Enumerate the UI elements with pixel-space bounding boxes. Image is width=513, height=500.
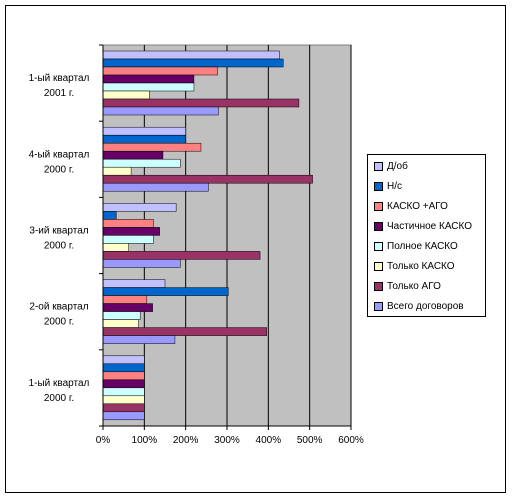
- bar: [102, 251, 261, 260]
- bar: [102, 319, 139, 328]
- legend-item: Только АГО: [374, 279, 441, 293]
- bar: [102, 58, 284, 68]
- bar: [102, 66, 218, 76]
- category-label: 1-ый квартал: [29, 378, 90, 389]
- legend-swatch: [374, 201, 383, 211]
- legend-label: Только АГО: [387, 280, 441, 292]
- bar: [102, 174, 313, 184]
- legend-swatch: [374, 281, 383, 291]
- legend-item: Только КАСКО: [374, 259, 455, 273]
- category-label: 1-ый квартал: [29, 73, 90, 84]
- legend-label: Частичное КАСКО: [387, 220, 473, 232]
- bar: [102, 411, 145, 421]
- x-tick-label: 600%: [338, 435, 364, 446]
- legend-label: Только КАСКО: [387, 260, 455, 272]
- bar: [102, 259, 181, 268]
- bar: [102, 379, 145, 389]
- legend: Д/об Н/с КАСКО +АГО Частичное КАСКО Полное К…: [367, 154, 486, 317]
- x-tick-label: 300%: [214, 435, 240, 446]
- category-label-line2: 2000 г.: [44, 317, 74, 328]
- legend-item: Н/с: [374, 179, 402, 193]
- bar: [102, 142, 202, 152]
- legend-swatch: [374, 221, 383, 231]
- bar: [102, 335, 176, 344]
- bar: [102, 363, 145, 373]
- category-label: 2-ой квартал: [29, 302, 88, 313]
- bar: [102, 387, 145, 397]
- bar: [102, 355, 145, 365]
- legend-item: КАСКО +АГО: [374, 199, 448, 213]
- bar: [102, 327, 267, 336]
- bar: [102, 235, 154, 244]
- bar: [102, 303, 153, 312]
- category-label-line2: 2000 г.: [44, 241, 74, 252]
- legend-item: Д/об: [374, 159, 408, 173]
- x-tick-label: 100%: [132, 435, 158, 446]
- x-tick-label: 400%: [256, 435, 282, 446]
- legend-swatch: [374, 241, 383, 251]
- legend-swatch: [374, 301, 383, 311]
- legend-label: Всего договоров: [387, 300, 464, 312]
- bar: [102, 74, 195, 84]
- legend-swatch: [374, 261, 383, 271]
- bar: [102, 50, 280, 60]
- bar: [102, 287, 229, 296]
- x-tick-label: 500%: [297, 435, 323, 446]
- bar: [102, 90, 150, 100]
- category-label-line2: 2000 г.: [44, 164, 74, 175]
- bar: [102, 395, 145, 405]
- bar: [102, 211, 117, 220]
- x-tick-label: 0%: [96, 435, 111, 446]
- bar: [102, 243, 129, 252]
- legend-item: Полное КАСКО: [374, 239, 458, 253]
- bar: [102, 106, 219, 116]
- legend-label: Полное КАСКО: [387, 240, 458, 252]
- bar: [102, 403, 145, 413]
- bar: [102, 279, 166, 288]
- bar: [102, 295, 148, 304]
- bar: [102, 219, 154, 228]
- bar: [102, 203, 177, 212]
- legend-label: Д/об: [387, 160, 408, 172]
- bar: [102, 82, 195, 92]
- bar: [102, 371, 145, 381]
- legend-label: КАСКО +АГО: [387, 200, 448, 212]
- legend-swatch: [374, 161, 383, 171]
- legend-item: Всего договоров: [374, 299, 464, 313]
- bar: [102, 158, 181, 168]
- bar: [102, 134, 186, 144]
- legend-swatch: [374, 181, 383, 191]
- category-label-line2: 2001 г.: [44, 88, 74, 99]
- legend-item: Частичное КАСКО: [374, 219, 472, 233]
- bar: [102, 98, 300, 108]
- category-label: 3-ий квартал: [29, 226, 88, 237]
- bar: [102, 182, 209, 192]
- legend-label: Н/с: [387, 180, 402, 192]
- category-label: 4-ый квартал: [29, 149, 90, 160]
- bar: [102, 150, 164, 160]
- bar: [102, 166, 132, 176]
- category-label-line2: 2000 г.: [44, 393, 74, 404]
- bar: [102, 126, 186, 136]
- bar: [102, 311, 141, 320]
- x-tick-label: 200%: [173, 435, 199, 446]
- bar: [102, 227, 160, 236]
